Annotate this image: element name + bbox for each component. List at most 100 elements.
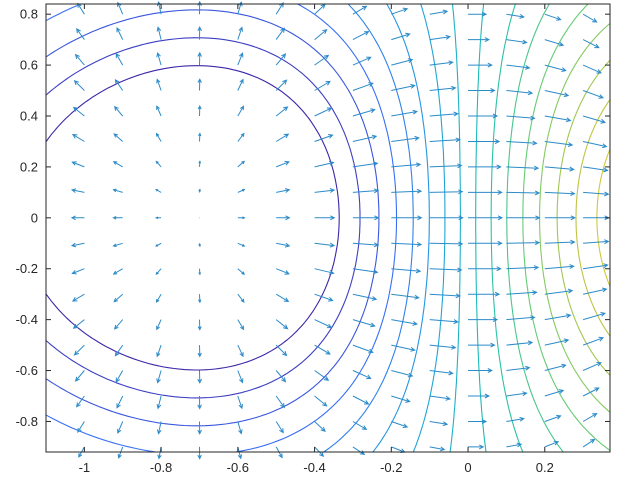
quiver-arrow (429, 421, 449, 427)
quiver-arrow (468, 393, 491, 399)
quiver-arrow (429, 370, 454, 376)
quiver-arrow (154, 216, 162, 220)
quiver-arrow (314, 268, 335, 275)
quiver-arrow (155, 132, 162, 142)
quiver-arrow (275, 133, 290, 142)
quiver-arrow (582, 90, 605, 99)
quiver-arrow (276, 188, 291, 193)
quiver-arrow (116, 395, 124, 409)
contour-line (506, 3, 564, 453)
contour-line (449, 3, 461, 453)
quiver-arrow (237, 293, 245, 303)
quiver-arrow (506, 90, 534, 96)
quiver-arrow (314, 134, 334, 142)
quiver-arrow (237, 132, 245, 142)
quiver-arrow (73, 80, 85, 91)
quiver-arrow (314, 370, 330, 381)
quiver-arrow (112, 242, 123, 248)
quiver-arrow (352, 395, 370, 405)
y-tick-label: -0.8 (16, 414, 38, 429)
quiver-arrow (237, 319, 245, 331)
quiver-arrow (468, 189, 503, 195)
quiver-arrow (468, 37, 491, 43)
quiver-arrow (197, 421, 202, 435)
quiver-arrow (155, 242, 162, 247)
quiver-arrow (582, 413, 598, 422)
quiver-arrow (156, 395, 162, 410)
quiver-arrow (352, 31, 370, 41)
quiver-arrow (237, 78, 244, 91)
quiver-arrow (156, 52, 162, 66)
quiver-arrow (71, 161, 85, 168)
contour-line (539, 22, 611, 413)
quiver-arrow (506, 215, 541, 221)
quiver-arrow (544, 440, 560, 448)
quiver-arrow (156, 421, 162, 435)
quiver-arrow (506, 265, 540, 271)
contour-line (412, 3, 446, 453)
y-tick-label: -0.6 (16, 363, 38, 378)
quiver-arrow (237, 160, 246, 168)
quiver-arrow (115, 52, 124, 66)
quiver-arrow (237, 421, 243, 435)
quiver-arrow (314, 395, 328, 407)
quiver-arrow (391, 135, 420, 142)
quiver-arrow (582, 287, 608, 295)
quiver-arrow (197, 345, 202, 358)
contour-line (45, 65, 340, 371)
quiver-arrow (76, 27, 85, 40)
quiver-arrow (314, 242, 336, 248)
quiver-arrow (544, 288, 574, 295)
quiver-arrow (112, 215, 123, 220)
quiver-arrow (544, 239, 576, 245)
quiver-arrow (429, 189, 464, 195)
quiver-arrow (70, 215, 85, 221)
quiver-arrow (71, 293, 85, 302)
quiver-arrow (70, 242, 85, 248)
quiver-arrow (314, 107, 333, 117)
quiver-arrow (314, 421, 326, 432)
quiver-arrow (429, 319, 459, 325)
quiver-arrow (155, 293, 162, 303)
quiver-arrow (391, 421, 409, 428)
x-tick-label: 0 (464, 460, 471, 475)
quiver-arrow (468, 164, 502, 170)
quiver-arrow (314, 319, 333, 329)
quiver-arrow (391, 395, 411, 403)
quiver-arrow (391, 7, 409, 15)
quiver-arrow (468, 62, 493, 68)
quiver-arrow (352, 293, 378, 301)
contour-line (475, 3, 487, 453)
quiver-arrow (275, 319, 289, 330)
quiver-arrow (468, 317, 499, 323)
quiver-arrow (506, 115, 536, 121)
quiver-arrow (544, 13, 562, 21)
quiver-arrow (544, 191, 576, 196)
quiver-arrow (197, 51, 202, 66)
quiver-arrow (582, 115, 606, 124)
quiver-arrow (70, 188, 85, 193)
quiver-arrow (506, 340, 534, 346)
y-tick-label: -0.2 (16, 261, 38, 276)
quiver-arrow (468, 240, 503, 246)
quiver-arrow (468, 215, 504, 221)
quiver-arrow (112, 161, 123, 168)
quiver-arrow (429, 395, 452, 401)
quiver-arrow (352, 215, 380, 221)
quiver-arrow (582, 362, 602, 371)
quiver-arrow (275, 106, 289, 117)
quiver-arrow (237, 242, 246, 247)
quiver-arrow (276, 268, 290, 275)
quiver-arrow (391, 344, 416, 352)
contour-line (490, 3, 524, 453)
quiver-arrow (156, 78, 162, 91)
quiver-arrow (544, 166, 575, 172)
quiver-arrow (544, 338, 570, 346)
quiver-arrow (582, 438, 596, 448)
x-tick-label: -0.2 (380, 460, 402, 475)
quiver-arrow (237, 216, 246, 220)
quiver-arrow (352, 344, 374, 354)
quiver-arrow (352, 242, 380, 248)
quiver-arrow (468, 113, 499, 119)
quiver-arrow (237, 268, 246, 275)
